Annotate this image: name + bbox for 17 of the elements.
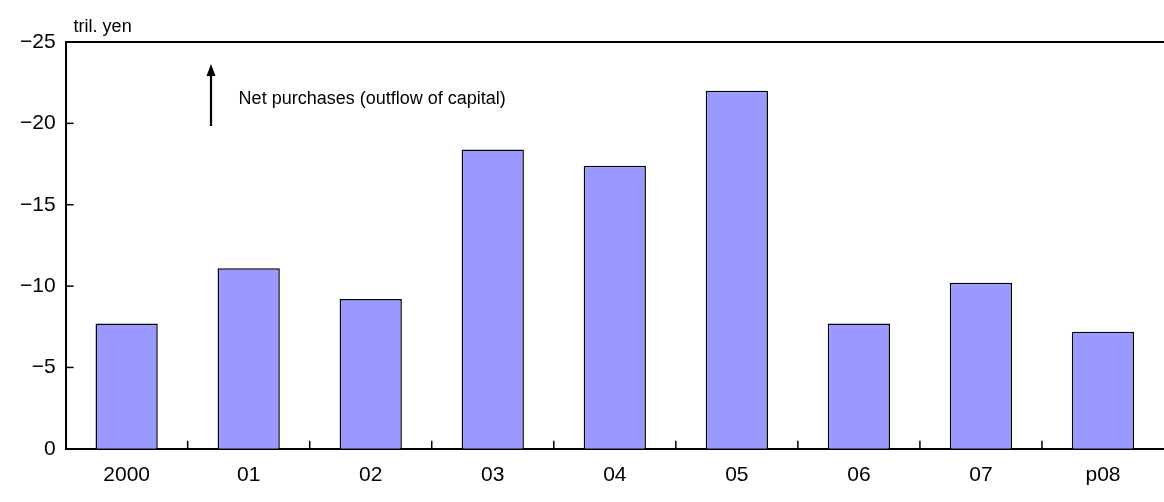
- x-tick-label: 07: [969, 462, 993, 486]
- y-tick-label: −25: [20, 28, 56, 52]
- x-tick-label: 03: [481, 462, 505, 486]
- y-tick-label: 0: [43, 435, 56, 459]
- x-tick-label: 02: [359, 462, 383, 486]
- y-tick-label: −15: [20, 191, 56, 215]
- x-tick-label: 01: [237, 462, 261, 486]
- x-tick-label: 2000: [103, 462, 150, 486]
- x-tick-label: 04: [603, 462, 627, 486]
- x-tick-label: 05: [725, 462, 749, 486]
- y-tick-label: −10: [20, 272, 56, 296]
- annotation: Net purchases (outflow of capital): [238, 87, 506, 108]
- x-tick-label: p08: [1085, 462, 1121, 486]
- y-axis-title: tril. yen: [73, 15, 132, 36]
- y-tick-label: −5: [31, 354, 56, 378]
- x-tick-label: 06: [847, 462, 871, 486]
- y-tick-label: −20: [20, 110, 56, 134]
